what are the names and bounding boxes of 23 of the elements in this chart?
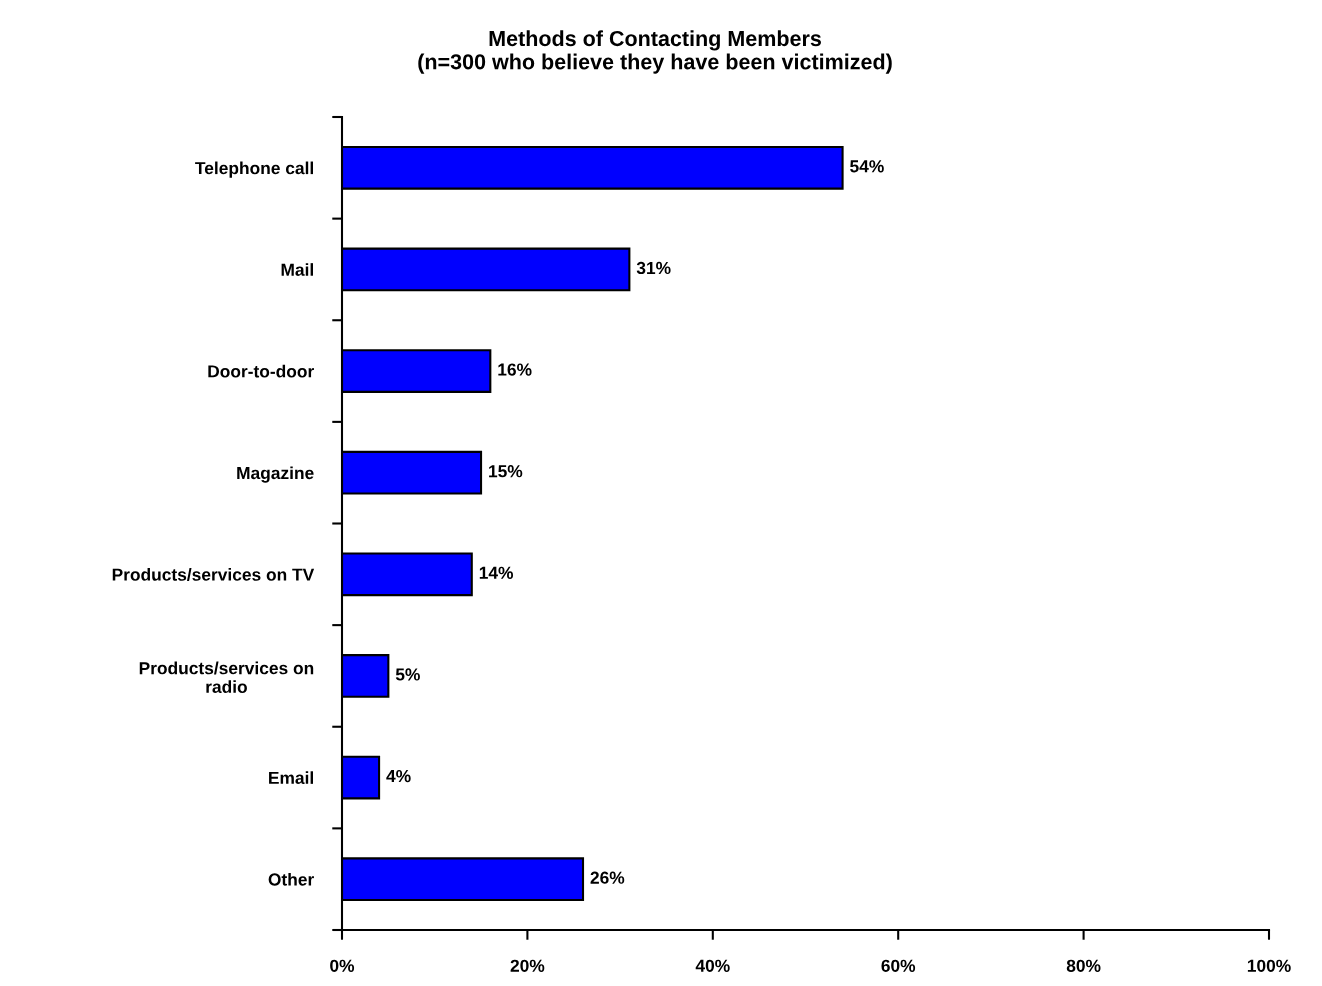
data-label: 31% <box>636 261 671 275</box>
chart-title: Methods of Contacting Members (n=300 who believe they have been victimized) <box>418 30 892 74</box>
x-tick-label: 20% <box>510 959 545 972</box>
y-tick-label: Mail <box>281 263 313 276</box>
x-tick-label: 0% <box>330 959 355 972</box>
x-tick-label: 40% <box>695 959 730 972</box>
y-tick-label: Other <box>268 872 314 886</box>
y-tick-label: Products/services on TV <box>112 568 315 581</box>
y-tick-label: Email <box>269 771 313 785</box>
y-tick-label: Products/services on radio <box>139 661 314 694</box>
data-label: 15% <box>489 465 523 478</box>
data-label: 4% <box>386 769 411 783</box>
data-label: 16% <box>498 363 532 376</box>
y-tick-label: Magazine <box>237 466 314 483</box>
y-tick-label: Telephone call <box>195 161 313 178</box>
x-tick-label: 80% <box>1066 959 1101 972</box>
data-label: 26% <box>590 871 625 884</box>
x-tick-label: 100% <box>1247 959 1291 972</box>
y-tick-label: Door-to-door <box>208 364 314 378</box>
data-label: 5% <box>395 668 420 681</box>
data-label: 54% <box>850 160 884 173</box>
data-label: 14% <box>479 566 514 579</box>
x-tick-label: 60% <box>881 959 916 972</box>
